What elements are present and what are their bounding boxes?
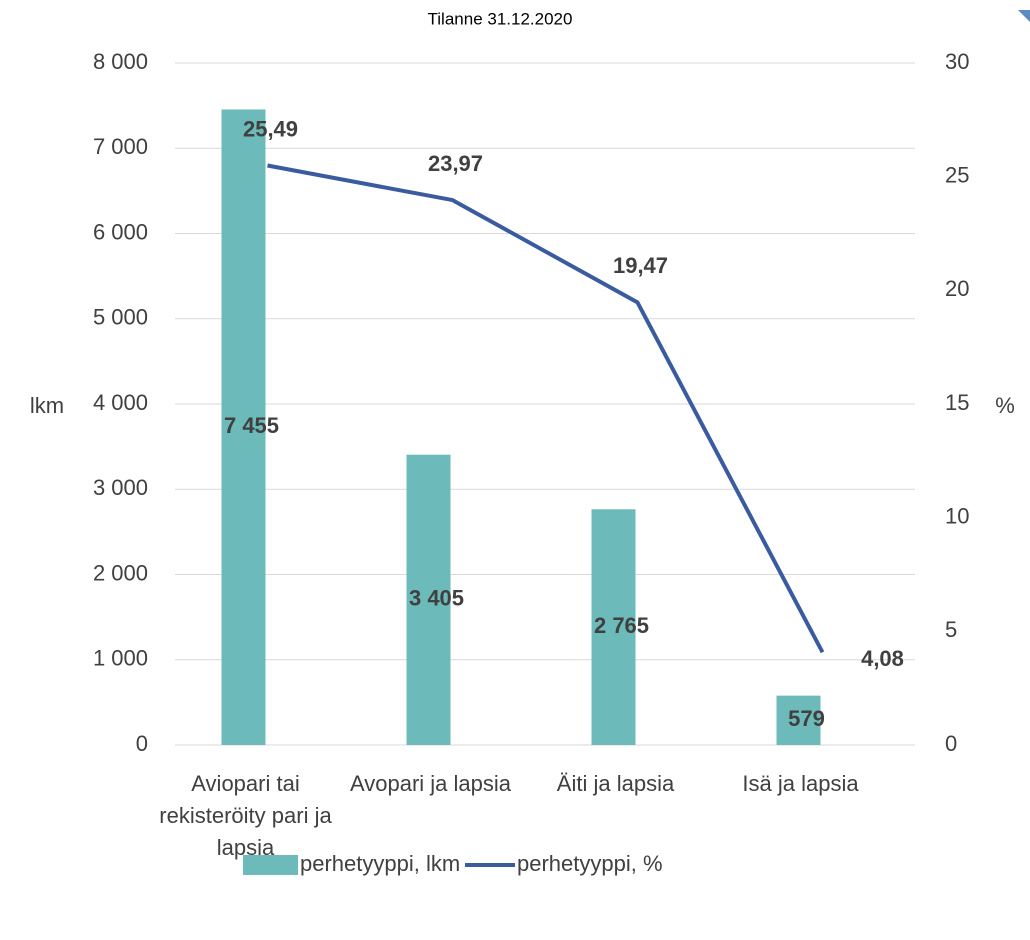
line-data-label: 23,97 (428, 151, 483, 176)
y2-tick-label: 30 (945, 49, 969, 74)
y-tick-label: 2 000 (93, 560, 148, 585)
y-tick-label: 7 000 (93, 134, 148, 159)
y2-tick-label: 0 (945, 731, 957, 756)
bar-data-label: 2 765 (594, 613, 649, 638)
y-axis-label: lkm (30, 393, 64, 418)
y2-axis-label: % (995, 393, 1015, 418)
y2-tick-label: 15 (945, 390, 969, 415)
y-tick-label: 4 000 (93, 390, 148, 415)
bar (591, 509, 636, 745)
x-tick-label: Isä ja lapsia (742, 771, 859, 796)
x-tick-label: Avopari ja lapsia (349, 771, 512, 796)
y2-tick-label: 20 (945, 276, 969, 301)
y-tick-label: 8 000 (93, 49, 148, 74)
y-tick-label: 1 000 (93, 646, 148, 671)
bar-data-label: 7 455 (224, 413, 279, 438)
legend-label: perhetyyppi, lkm (300, 851, 460, 876)
legend-swatch (243, 855, 298, 875)
y-tick-label: 6 000 (93, 219, 148, 244)
y-tick-label: 5 000 (93, 305, 148, 330)
line-data-label: 4,08 (861, 646, 904, 671)
y-tick-label: 0 (136, 731, 148, 756)
bar (776, 695, 821, 745)
x-tick-label: Aviopari tai rekisteröity pari ja lapsia (159, 771, 332, 860)
line-data-label: 25,49 (243, 116, 298, 141)
y2-tick-label: 5 (945, 617, 957, 642)
y-tick-label: 3 000 (93, 475, 148, 500)
bar (221, 109, 266, 746)
x-tick-label: Äiti ja lapsia (556, 771, 675, 796)
line (267, 163, 825, 654)
chart-title: Tilanne 31.12.2020 (428, 9, 573, 28)
bar-data-label: 3 405 (409, 586, 464, 611)
y2-tick-label: 25 (945, 162, 969, 187)
line-data-label: 19,47 (613, 253, 668, 278)
y2-tick-label: 10 (945, 503, 969, 528)
corner-decoration (1018, 10, 1030, 22)
legend-label: perhetyyppi, % (517, 851, 663, 876)
bar-data-label: 579 (788, 706, 825, 731)
bar (406, 454, 451, 745)
